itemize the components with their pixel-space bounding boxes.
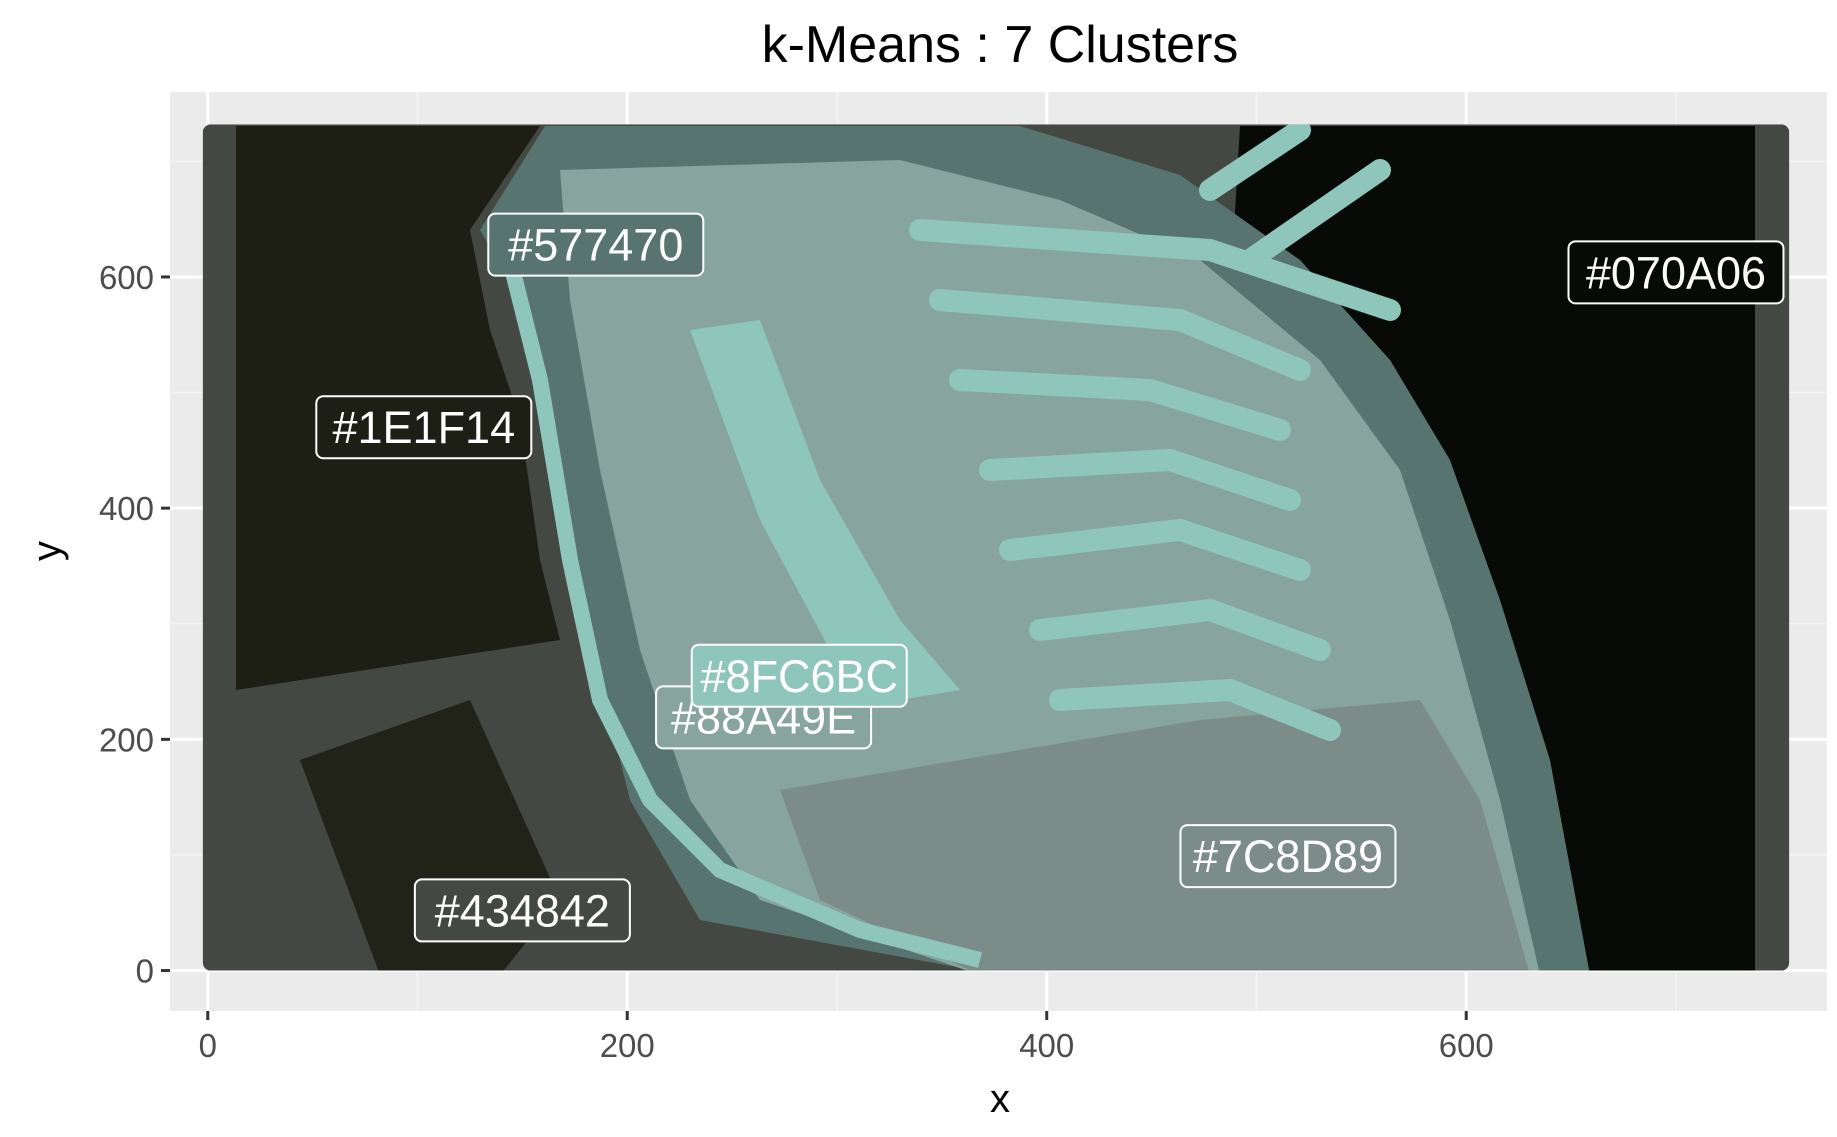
image-laces — [909, 124, 1401, 741]
chart-title: k-Means : 7 Clusters — [762, 16, 1239, 74]
x-tick-label: 0 — [199, 1027, 217, 1064]
cluster-label-box — [413, 878, 631, 943]
cluster-label-text: #7C8D89 — [1193, 831, 1383, 882]
clustered-image — [202, 124, 1790, 971]
cluster-label-text: #8FC6BC — [700, 651, 898, 702]
axis-ticks: 0 200 400 600 0 200 400 600 — [99, 259, 1494, 1064]
cluster-label-text: #070A06 — [1586, 247, 1766, 298]
image-sole-outline — [497, 238, 982, 968]
cluster-label-text: #1E1F14 — [332, 402, 515, 453]
y-tick-label: 0 — [136, 953, 154, 990]
cluster-label-box — [690, 643, 908, 708]
image-shoe-toe-region — [780, 700, 1530, 971]
cluster-label-box — [487, 212, 705, 277]
x-tick-label: 400 — [1019, 1027, 1074, 1064]
y-axis-title: y — [25, 541, 69, 561]
cluster-label-text: #577470 — [508, 220, 683, 271]
cluster-label: #434842 — [413, 878, 631, 943]
cluster-label: #1E1F14 — [315, 395, 533, 460]
image-side-stripe — [690, 320, 960, 700]
cluster-labels: #577470#070A06#1E1F14#88A49E#8FC6BC#7C8D… — [315, 212, 1785, 943]
cluster-label-box — [1179, 824, 1397, 889]
x-tick-label: 200 — [600, 1027, 655, 1064]
cluster-label-box — [1567, 240, 1785, 305]
y-tick-label: 400 — [99, 490, 154, 527]
cluster-label: #8FC6BC — [690, 643, 908, 708]
y-tick-label: 600 — [99, 259, 154, 296]
cluster-label-text: #434842 — [435, 885, 610, 936]
cluster-label: #577470 — [487, 212, 705, 277]
x-axis-title: x — [990, 1077, 1010, 1121]
cluster-label-box — [315, 395, 533, 460]
y-tick-label: 200 — [99, 721, 154, 758]
cluster-label: #070A06 — [1567, 240, 1785, 305]
x-tick-label: 600 — [1439, 1027, 1494, 1064]
cluster-label: #7C8D89 — [1179, 824, 1397, 889]
